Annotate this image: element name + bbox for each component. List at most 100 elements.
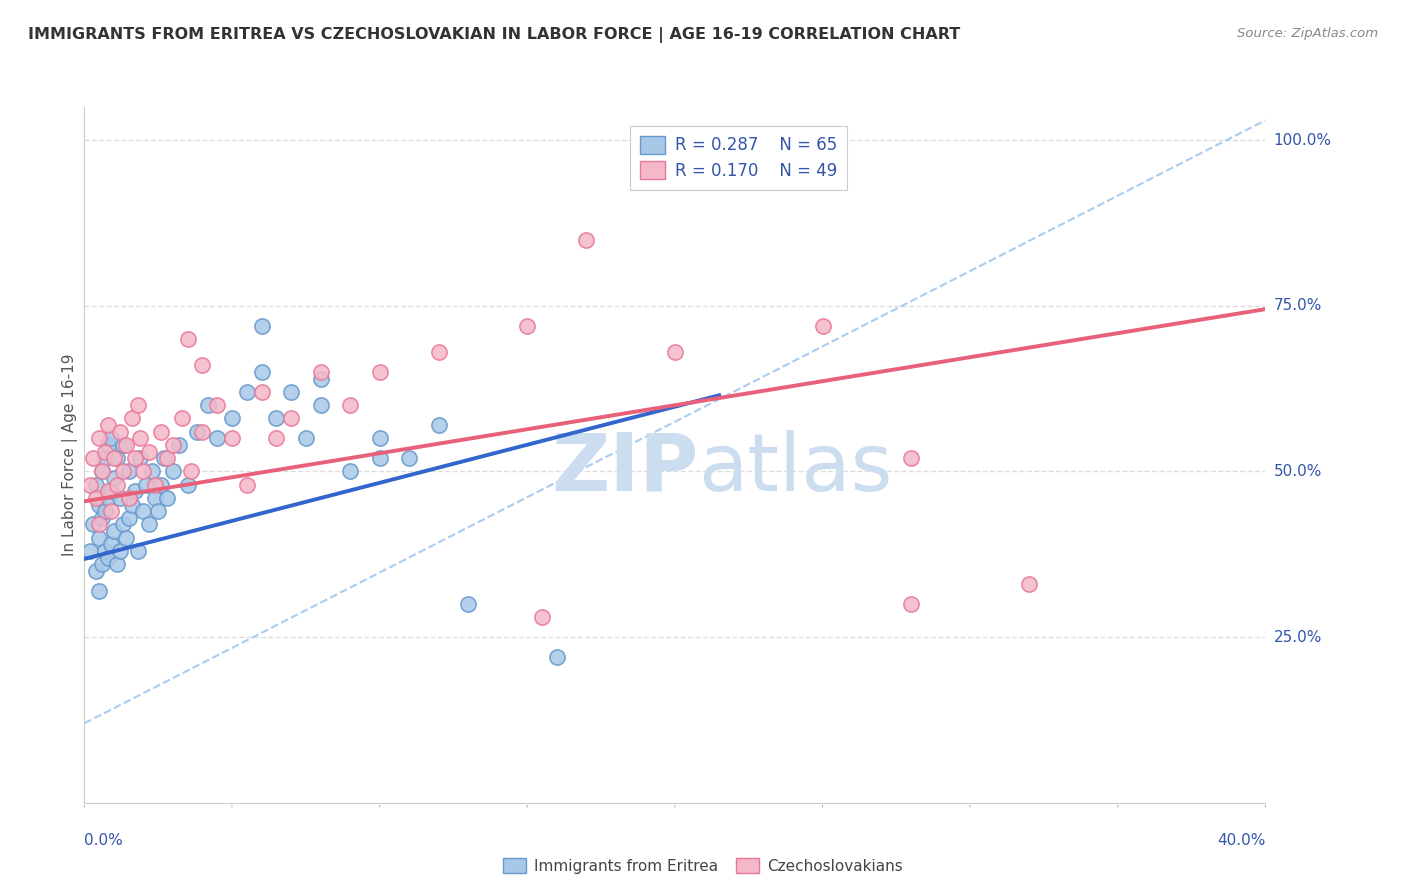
Point xyxy=(398,451,420,466)
Point xyxy=(148,504,170,518)
Point xyxy=(124,484,146,499)
Point xyxy=(309,365,332,379)
Point xyxy=(235,384,259,399)
Point xyxy=(457,597,479,611)
Point xyxy=(156,451,179,466)
Point xyxy=(132,504,155,518)
Point xyxy=(197,398,219,412)
Point xyxy=(129,431,152,445)
Point xyxy=(138,444,160,458)
Point xyxy=(97,550,120,565)
Point xyxy=(124,451,146,466)
Point xyxy=(87,498,111,512)
Point xyxy=(546,650,568,665)
Point xyxy=(427,345,450,359)
Point xyxy=(132,465,155,479)
Point xyxy=(162,438,184,452)
Point xyxy=(114,438,136,452)
Point xyxy=(900,597,922,611)
Point xyxy=(97,491,120,505)
Point xyxy=(900,451,922,466)
Point xyxy=(138,517,160,532)
Point xyxy=(368,451,391,466)
Point xyxy=(250,318,273,333)
Point xyxy=(118,511,141,525)
Point xyxy=(205,398,228,412)
Point xyxy=(94,544,117,558)
Point xyxy=(91,558,114,572)
Point xyxy=(94,444,117,458)
Point xyxy=(127,398,149,412)
Point xyxy=(135,477,157,491)
Text: 25.0%: 25.0% xyxy=(1274,630,1322,645)
Point xyxy=(97,438,120,452)
Point xyxy=(108,425,131,439)
Point xyxy=(105,477,128,491)
Point xyxy=(153,451,176,466)
Point xyxy=(170,411,193,425)
Point xyxy=(235,477,259,491)
Point xyxy=(79,544,101,558)
Point xyxy=(82,517,104,532)
Point xyxy=(121,411,143,425)
Point xyxy=(108,491,131,505)
Point xyxy=(84,564,107,578)
Point xyxy=(84,491,107,505)
Legend: Immigrants from Eritrea, Czechoslovakians: Immigrants from Eritrea, Czechoslovakian… xyxy=(498,852,908,880)
Text: 75.0%: 75.0% xyxy=(1274,298,1322,313)
Text: 0.0%: 0.0% xyxy=(84,833,124,848)
Point xyxy=(368,365,391,379)
Point xyxy=(162,465,184,479)
Point xyxy=(280,411,302,425)
Point xyxy=(664,345,686,359)
Point xyxy=(516,318,538,333)
Point xyxy=(339,465,361,479)
Point xyxy=(111,517,134,532)
Point xyxy=(97,484,120,499)
Point xyxy=(186,425,208,439)
Text: ZIP: ZIP xyxy=(551,430,699,508)
Point xyxy=(167,438,190,452)
Point xyxy=(114,531,136,545)
Point xyxy=(100,537,122,551)
Point xyxy=(530,610,553,624)
Point xyxy=(87,531,111,545)
Point xyxy=(309,398,332,412)
Point xyxy=(156,491,179,505)
Point xyxy=(82,451,104,466)
Point xyxy=(221,411,243,425)
Point xyxy=(118,491,141,505)
Point xyxy=(221,431,243,445)
Point xyxy=(129,451,152,466)
Legend: R = 0.287    N = 65, R = 0.170    N = 49: R = 0.287 N = 65, R = 0.170 N = 49 xyxy=(630,126,848,190)
Point xyxy=(91,465,114,479)
Point xyxy=(280,384,302,399)
Text: 100.0%: 100.0% xyxy=(1274,133,1331,148)
Point xyxy=(91,465,114,479)
Point xyxy=(84,477,107,491)
Point xyxy=(177,332,200,346)
Point xyxy=(143,477,166,491)
Point xyxy=(118,465,141,479)
Point xyxy=(150,425,173,439)
Point xyxy=(250,384,273,399)
Point xyxy=(1018,577,1040,591)
Point xyxy=(368,431,391,445)
Point xyxy=(103,451,125,466)
Point xyxy=(309,372,332,386)
Text: 50.0%: 50.0% xyxy=(1274,464,1322,479)
Point xyxy=(97,418,120,433)
Point xyxy=(180,465,202,479)
Point xyxy=(87,431,111,445)
Point xyxy=(250,365,273,379)
Point xyxy=(127,544,149,558)
Point xyxy=(79,477,101,491)
Point xyxy=(150,477,173,491)
Text: atlas: atlas xyxy=(699,430,893,508)
Point xyxy=(177,477,200,491)
Point xyxy=(143,491,166,505)
Point xyxy=(94,504,117,518)
Point xyxy=(264,431,288,445)
Point xyxy=(91,511,114,525)
Point xyxy=(111,438,134,452)
